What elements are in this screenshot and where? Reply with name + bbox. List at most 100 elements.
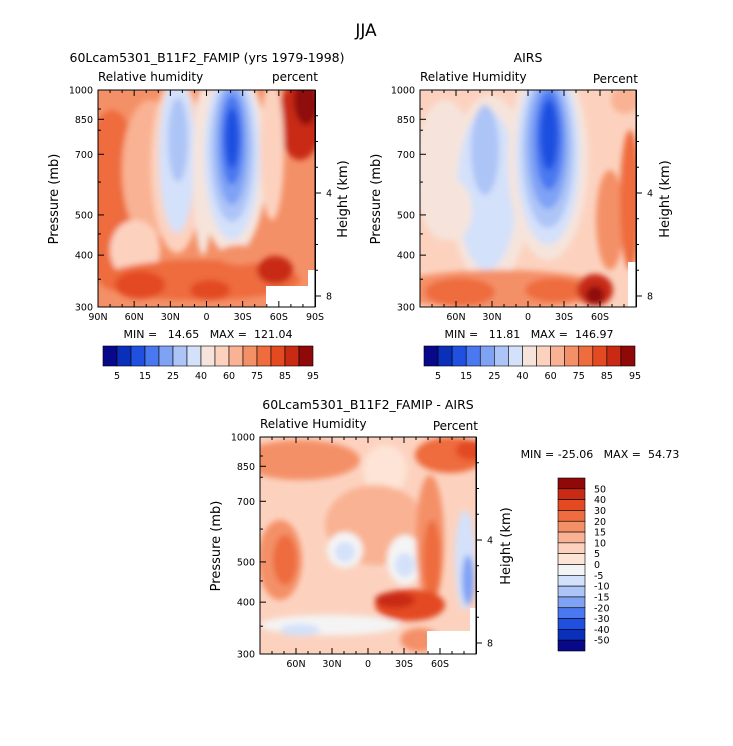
colorbar-label: 15: [594, 528, 606, 539]
colorbar-cell: [564, 345, 580, 367]
panel-airs-ylabel: Pressure (mb): [369, 154, 384, 245]
panel-airs: AIRS Relative Humidity Percent: [369, 50, 673, 382]
colorbar-cell: [557, 488, 586, 500]
colorbar-label: 95: [629, 371, 641, 382]
panel-model-left-label: Relative humidity: [98, 70, 203, 84]
x-tick-label: 60N: [125, 312, 144, 323]
y-tick-label: 850: [397, 115, 415, 126]
figure-title: JJA: [354, 21, 377, 41]
colorbar-cell: [557, 477, 586, 490]
x-tick-label: 30N: [482, 312, 501, 323]
panel-model-field: [98, 90, 315, 307]
colorbar-label: -50: [594, 636, 610, 647]
y2-tick-label: 4: [647, 188, 653, 199]
colorbar-label: 5: [114, 371, 120, 382]
colorbar-cell: [557, 510, 586, 522]
colorbar-label: 85: [601, 371, 613, 382]
colorbar-cell: [228, 345, 244, 367]
colorbar-cell: [465, 345, 481, 367]
colorbar-label: 40: [195, 371, 207, 382]
y-tick-label: 1000: [231, 433, 255, 444]
colorbar-label: 40: [594, 495, 606, 506]
x-tick-label: 0: [365, 659, 371, 670]
colorbar-cell: [214, 345, 230, 367]
panel-model-y2label: Height (km): [336, 160, 351, 237]
colorbar-cell: [172, 345, 188, 367]
colorbar-label: -10: [594, 582, 610, 593]
x-tick-label: 60S: [270, 312, 288, 323]
colorbar-label: 95: [307, 371, 319, 382]
colorbar-label: 10: [594, 538, 606, 549]
colorbar-cell: [522, 345, 537, 367]
colorbar-cell: [557, 585, 586, 598]
colorbar-label: 0: [594, 560, 600, 571]
colorbar-cell: [536, 345, 551, 367]
colorbar-cell: [557, 596, 586, 609]
panel-diff-title: 60Lcam5301_B11F2_FAMIP - AIRS: [262, 397, 473, 412]
y-tick-label: 400: [397, 251, 415, 262]
panel-airs-title: AIRS: [514, 50, 543, 65]
panel-model-right-label: percent: [272, 70, 318, 84]
colorbar-cell: [557, 542, 586, 554]
colorbar-cell: [557, 639, 586, 652]
y-tick-label: 1000: [69, 86, 93, 97]
colorbar-cell: [494, 345, 509, 367]
colorbar-label: 15: [139, 371, 151, 382]
colorbar-label: -15: [594, 592, 610, 603]
x-tick-label: 90S: [306, 312, 324, 323]
colorbar-cell: [557, 618, 586, 630]
colorbar-label: 75: [573, 371, 585, 382]
x-tick-label: 60S: [431, 659, 449, 670]
x-tick-label: 30S: [555, 312, 573, 323]
colorbar-cell: [270, 345, 286, 367]
colorbar-cell: [130, 345, 146, 367]
colorbar-cell: [557, 575, 586, 587]
colorbar-cell: [479, 345, 495, 367]
x-tick-label: 30S: [234, 312, 252, 323]
panel-diff: 60Lcam5301_B11F2_FAMIP - AIRS Relative H…: [209, 397, 679, 670]
panel-diff-left-label: Relative Humidity: [260, 417, 367, 431]
colorbar-label: 5: [435, 371, 441, 382]
panel-airs-y2label: Height (km): [658, 160, 673, 237]
colorbar-label: 15: [460, 371, 472, 382]
colorbar-cell: [284, 345, 300, 367]
colorbar-cell: [116, 345, 132, 367]
colorbar-label: 60: [223, 371, 235, 382]
panel-airs-right-label: Percent: [593, 72, 638, 86]
x-tick-label: 90N: [88, 312, 107, 323]
x-tick-label: 60N: [286, 659, 305, 670]
panel-diff-minmax: MIN = -25.06 MAX = 54.73: [521, 448, 680, 461]
colorbar-label: 20: [594, 517, 606, 528]
y-tick-label: 1000: [391, 86, 415, 97]
colorbar-label: 25: [488, 371, 500, 382]
colorbar-label: -30: [594, 614, 610, 625]
panel-diff-ylabel: Pressure (mb): [209, 501, 224, 592]
colorbar-cell: [550, 345, 565, 367]
y-tick-label: 850: [237, 462, 255, 473]
y-tick-label: 300: [237, 650, 255, 661]
y2-tick-label: 8: [326, 291, 332, 302]
colorbar-label: -40: [594, 625, 610, 636]
panel-model-title: 60Lcam5301_B11F2_FAMIP (yrs 1979-1998): [70, 50, 345, 65]
colorbar-label: 30: [594, 506, 606, 517]
y-tick-label: 400: [237, 598, 255, 609]
y2-tick-label: 8: [647, 291, 653, 302]
y2-tick-label: 8: [487, 638, 493, 649]
colorbar-cell: [606, 345, 622, 367]
colorbar-label: 25: [167, 371, 179, 382]
y-tick-label: 500: [237, 557, 255, 568]
x-tick-label: 0: [203, 312, 209, 323]
y-tick-label: 850: [75, 115, 93, 126]
y2-tick-label: 4: [487, 535, 493, 546]
y-tick-label: 500: [397, 210, 415, 221]
panel-model-minmax: MIN = 14.65 MAX = 121.04: [124, 328, 293, 341]
colorbar-cell: [423, 345, 439, 367]
x-tick-label: 60S: [591, 312, 609, 323]
colorbar-cell: [102, 345, 118, 367]
colorbar-cell: [557, 531, 586, 544]
colorbar-cell: [242, 345, 258, 367]
colorbar-cell: [578, 345, 594, 367]
colorbar-cell: [186, 345, 202, 367]
